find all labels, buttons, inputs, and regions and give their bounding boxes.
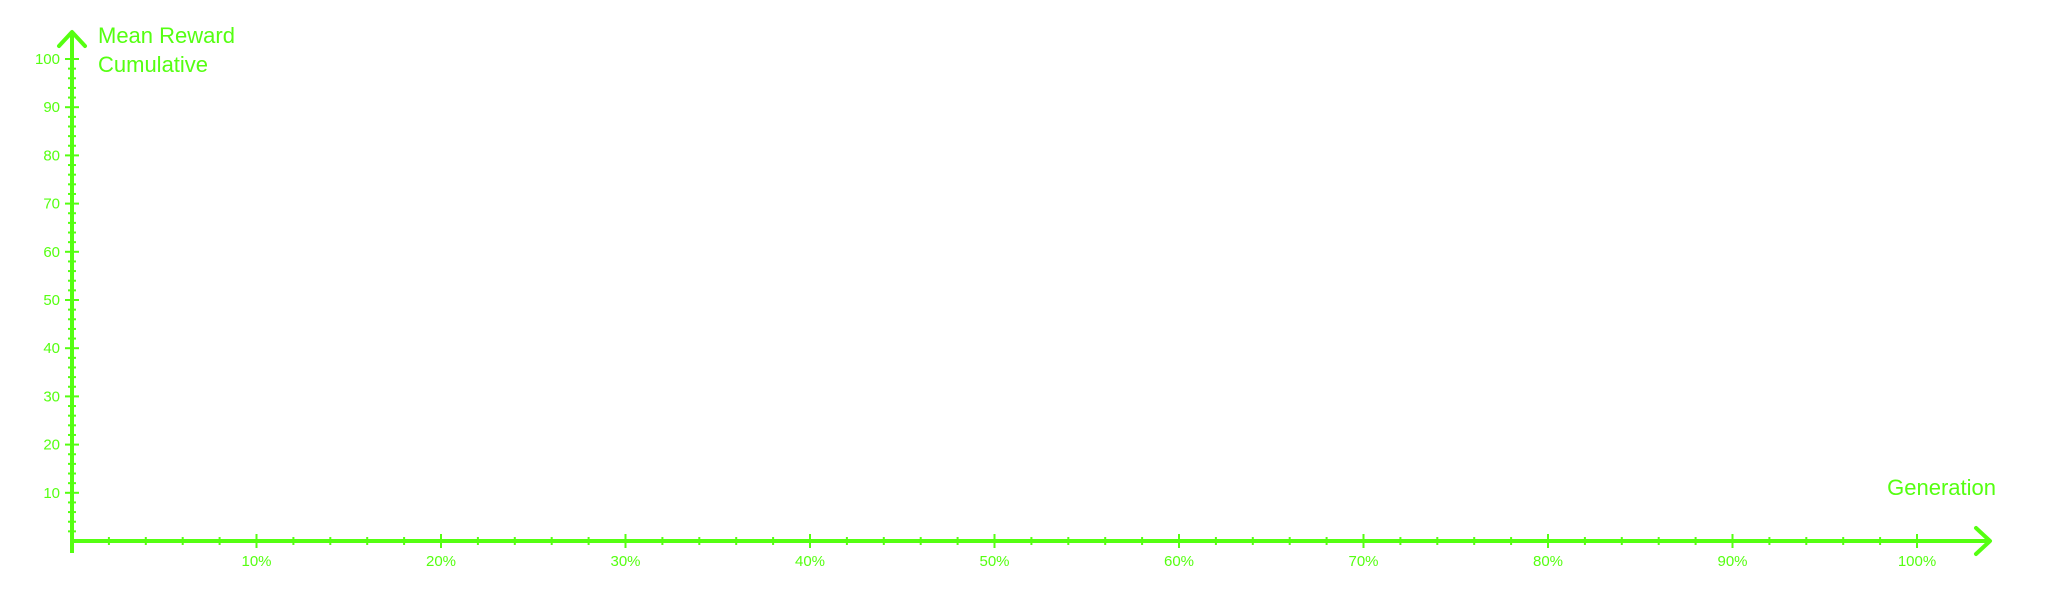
x-tick-label: 90% (1717, 553, 1747, 570)
y-tick-label: 80 (43, 147, 60, 164)
x-tick-label: 10% (241, 553, 271, 570)
y-tick-label: 90 (43, 99, 60, 116)
x-tick-label: 20% (426, 553, 456, 570)
y-axis-arrow-icon (57, 30, 87, 48)
x-tick-label: 60% (1164, 553, 1194, 570)
y-tick-label: 60 (43, 244, 60, 261)
y-tick-label: 30 (43, 388, 60, 405)
x-tick-label: 30% (610, 553, 640, 570)
y-tick-label: 100 (35, 51, 60, 68)
y-tick-label: 40 (43, 340, 60, 357)
y-tick-labels: 10 20 30 40 50 60 70 80 90 100 (35, 51, 60, 502)
y-axis-title-line-1: Mean Reward (98, 23, 235, 48)
x-tick-labels: 10% 20% 30% 40% 50% 60% 70% 80% 90% 100% (241, 553, 1936, 570)
x-tick-label: 50% (979, 553, 1009, 570)
x-tick-label: 80% (1533, 553, 1563, 570)
y-tick-label: 10 (43, 485, 60, 502)
x-axis-title: Generation (1887, 475, 1996, 500)
minor-ticks (65, 58, 1918, 548)
x-axis-arrow-icon (1974, 526, 1992, 556)
x-tick-label: 100% (1898, 553, 1936, 570)
y-axis-title-line-2: Cumulative (98, 52, 208, 77)
x-tick-label: 40% (795, 553, 825, 570)
y-tick-label: 70 (43, 196, 60, 213)
y-tick-label: 20 (43, 437, 60, 454)
y-tick-label: 50 (43, 292, 60, 309)
x-tick-label: 70% (1348, 553, 1378, 570)
